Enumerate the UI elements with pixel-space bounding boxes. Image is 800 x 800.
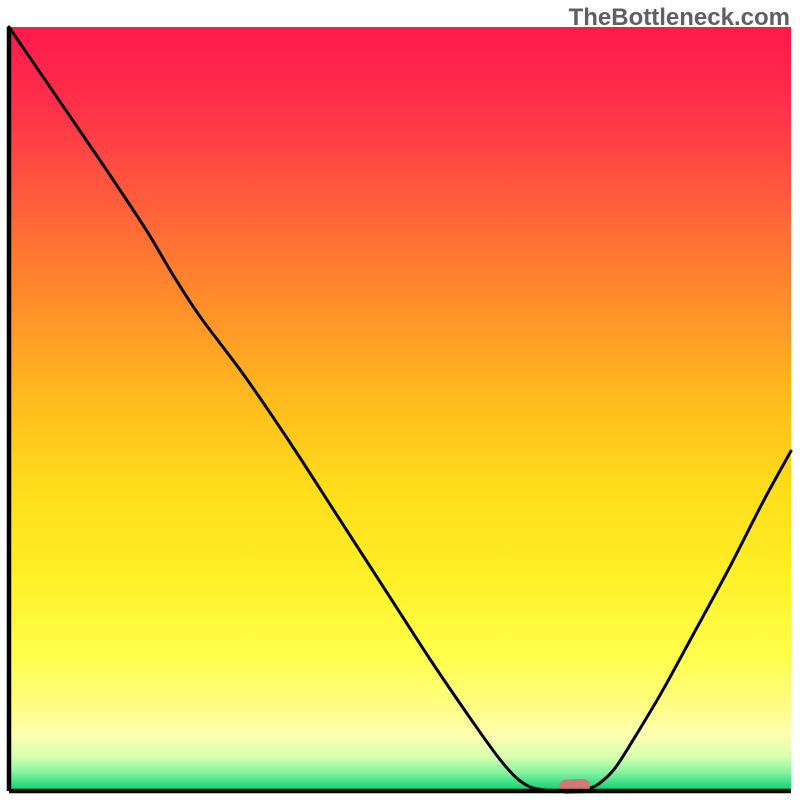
- watermark-text: TheBottleneck.com: [569, 4, 790, 32]
- bottleneck-plot: [0, 0, 800, 800]
- chart-root: TheBottleneck.com: [0, 0, 800, 800]
- gradient-background: [9, 27, 791, 791]
